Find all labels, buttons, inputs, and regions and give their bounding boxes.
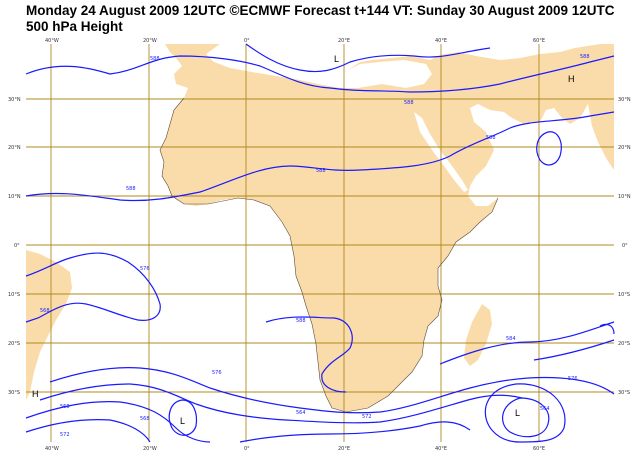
contour-label: 588: [580, 54, 590, 60]
contour-label: 572: [362, 414, 372, 420]
lon-label-bottom-20e: 20°E: [338, 446, 350, 452]
lat-label-left-10n: 10°N: [8, 194, 21, 200]
contour-588-north: [25, 55, 615, 93]
contour-588-mid: [25, 111, 615, 202]
contour-label: 572: [60, 432, 70, 438]
pressure-centers: L L L H H: [32, 54, 575, 426]
lon-label-top-40w: 40°W: [45, 38, 59, 44]
lat-label-right-10n: 10°N: [618, 194, 631, 200]
lon-label-top-60e: 60°E: [533, 38, 545, 44]
lat-label-left-30n: 30°N: [8, 97, 21, 103]
africa-eurasia-land: [160, 44, 614, 412]
map-title: Monday 24 August 2009 12UTC ©ECMWF Forec…: [26, 3, 614, 35]
height-contours: [25, 43, 615, 443]
lon-label-bottom-0: 0°: [244, 446, 250, 452]
lat-label-right-0: 0°: [622, 243, 628, 249]
contour-east-576: [533, 339, 615, 361]
lat-label-left-20s: 20°S: [8, 341, 20, 347]
india: [588, 104, 614, 170]
contour-588-ring: [536, 131, 562, 166]
lat-label-right-30s: 30°S: [618, 390, 630, 396]
land-masses: [26, 44, 614, 412]
madagascar: [464, 304, 492, 366]
contour-588-west: [25, 252, 161, 323]
contour-label: 576: [140, 266, 150, 272]
contour-label: 584: [506, 336, 516, 342]
lat-label-left-20n: 20°N: [8, 145, 21, 151]
africa-coast: [159, 97, 499, 413]
contour-label: 588: [150, 56, 160, 62]
contour-high-east: [599, 323, 615, 335]
lat-label-right-10s: 10°S: [618, 292, 630, 298]
contour-568: [25, 401, 211, 443]
low-center-west: L: [180, 416, 185, 426]
lat-labels-left: 30°N 20°N 10°N 0° 10°S 20°S 30°S: [8, 97, 21, 396]
contour-564-b: [239, 421, 471, 443]
title-line-1: Monday 24 August 2009 12UTC ©ECMWF Forec…: [26, 3, 615, 18]
contour-label: 564: [540, 406, 550, 412]
contour-label: 568: [140, 416, 150, 422]
lat-label-left-0: 0°: [14, 243, 20, 249]
lat-label-right-30n: 30°N: [618, 97, 631, 103]
contour-588-top: [245, 43, 491, 73]
coastlines: [159, 97, 499, 413]
lon-label-top-40e: 40°E: [435, 38, 447, 44]
contour-576-a: [49, 367, 615, 414]
lat-labels-right: 30°N 20°N 10°N 0° 10°S 20°S 30°S: [618, 97, 631, 396]
graticule: [26, 44, 614, 442]
contour-label: 588: [404, 100, 414, 106]
lat-label-right-20n: 20°N: [618, 145, 631, 151]
contour-label: 568: [60, 404, 70, 410]
lon-label-bottom-20w: 20°W: [143, 446, 157, 452]
contour-label: 564: [296, 410, 306, 416]
lon-label-bottom-40w: 40°W: [45, 446, 59, 452]
title-line-2: 500 hPa Height: [26, 19, 123, 34]
high-center-southwest: H: [32, 389, 39, 399]
lon-labels-bottom: 40°W 20°W 0° 20°E 40°E 60°E: [45, 446, 545, 452]
south-america: [26, 250, 72, 400]
contour-label: 576: [568, 376, 578, 382]
lat-label-right-20s: 20°S: [618, 341, 630, 347]
lat-label-left-30s: 30°S: [8, 390, 20, 396]
contour-588-south: [265, 316, 353, 393]
lon-label-bottom-40e: 40°E: [435, 446, 447, 452]
contour-564-a: [25, 419, 151, 443]
contour-label: 588: [486, 135, 496, 141]
lon-label-top-20e: 20°E: [338, 38, 350, 44]
contour-low-east-ring2: [484, 383, 566, 443]
contour-low-west-ring: [168, 399, 198, 436]
lon-label-bottom-60e: 60°E: [533, 446, 545, 452]
contour-label: 576: [212, 370, 222, 376]
lon-label-top-0: 0°: [244, 38, 250, 44]
contour-572: [39, 383, 523, 424]
contour-label: 588: [296, 318, 306, 324]
contour-label: 568: [40, 308, 50, 314]
lon-labels-top: 40°W 20°W 0° 20°E 40°E 60°E: [45, 38, 545, 44]
contour-584: [439, 321, 615, 365]
lon-label-top-20w: 20°W: [143, 38, 157, 44]
high-center-northeast: H: [568, 74, 575, 84]
contour-label: 588: [126, 186, 136, 192]
contour-value-labels: 588 588 588 588 588 588 588 584 576 576 …: [40, 54, 590, 438]
contour-low-east-ring: [502, 397, 550, 438]
low-center-north: L: [334, 54, 339, 64]
persian-gulf: [490, 110, 518, 132]
contour-label: 588: [316, 168, 326, 174]
low-center-east: L: [515, 408, 520, 418]
lat-label-left-10s: 10°S: [8, 292, 20, 298]
